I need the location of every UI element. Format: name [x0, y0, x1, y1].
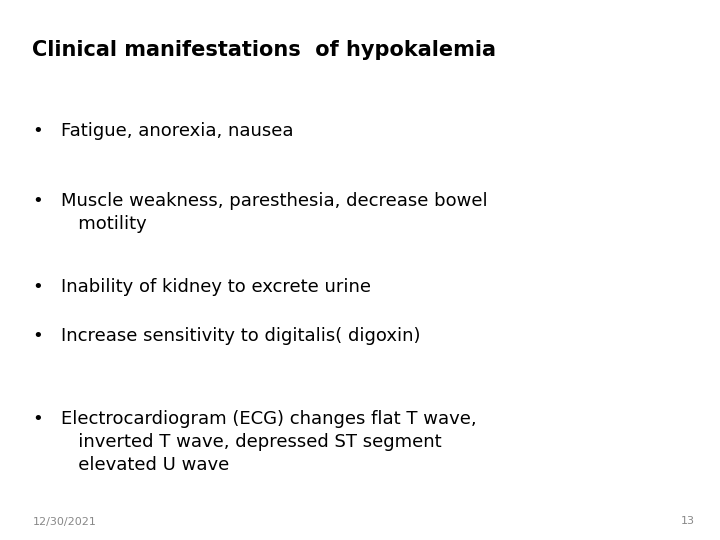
- Text: •: •: [32, 278, 43, 296]
- Text: 13: 13: [681, 516, 695, 526]
- Text: •: •: [32, 410, 43, 428]
- Text: Increase sensitivity to digitalis( digoxin): Increase sensitivity to digitalis( digox…: [61, 327, 420, 345]
- Text: •: •: [32, 122, 43, 139]
- Text: Muscle weakness, paresthesia, decrease bowel
   motility: Muscle weakness, paresthesia, decrease b…: [61, 192, 488, 233]
- Text: •: •: [32, 192, 43, 210]
- Text: Inability of kidney to excrete urine: Inability of kidney to excrete urine: [61, 278, 372, 296]
- Text: Clinical manifestations  of hypokalemia: Clinical manifestations of hypokalemia: [32, 40, 496, 60]
- Text: 12/30/2021: 12/30/2021: [32, 516, 96, 526]
- Text: Electrocardiogram (ECG) changes flat T wave,
   inverted T wave, depressed ST se: Electrocardiogram (ECG) changes flat T w…: [61, 410, 477, 474]
- Text: Fatigue, anorexia, nausea: Fatigue, anorexia, nausea: [61, 122, 294, 139]
- Text: •: •: [32, 327, 43, 345]
